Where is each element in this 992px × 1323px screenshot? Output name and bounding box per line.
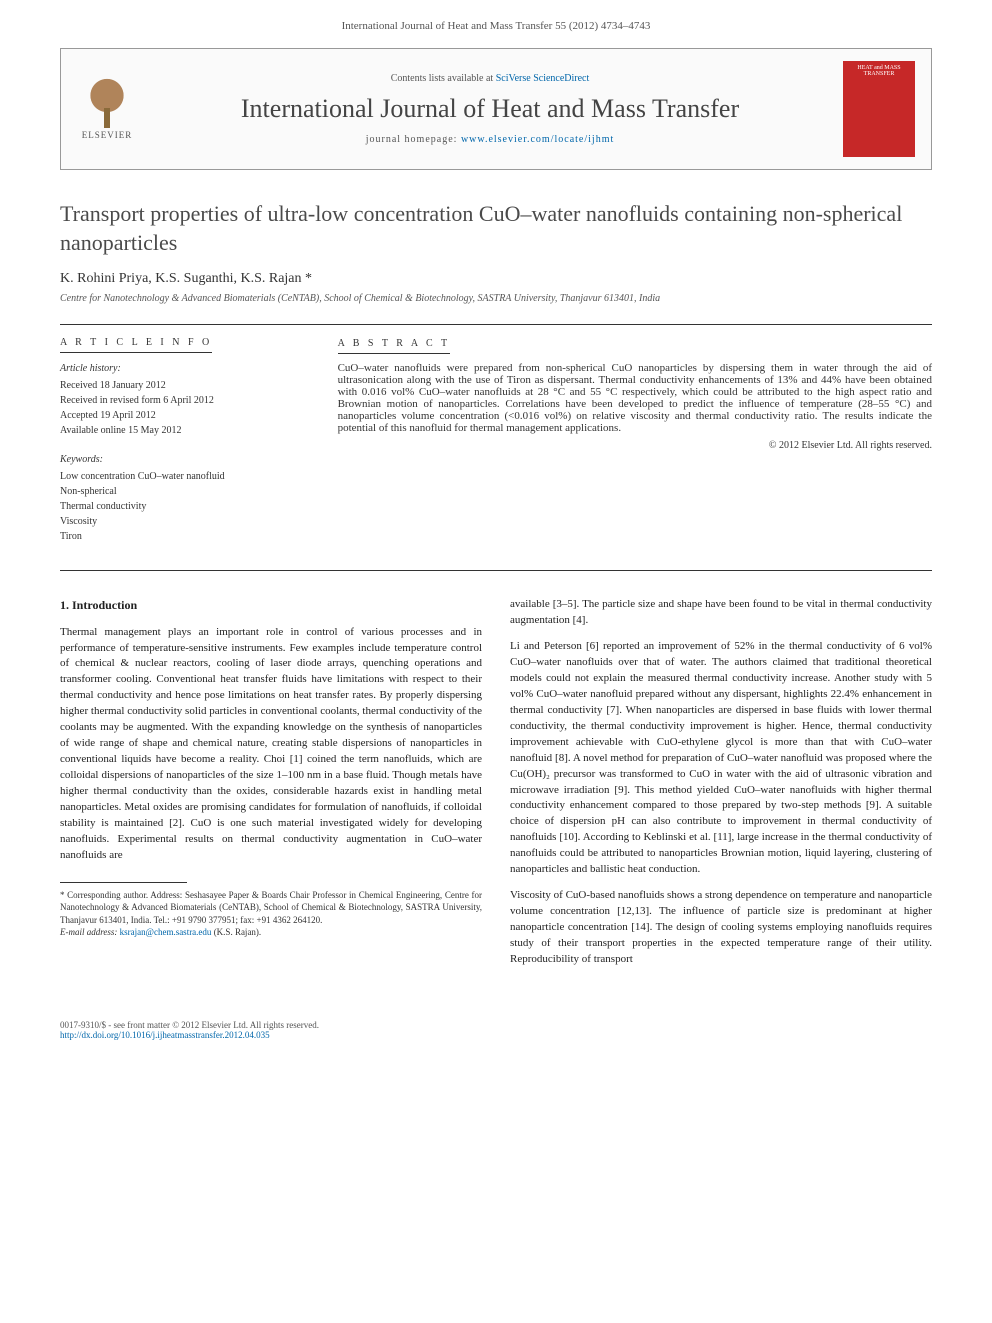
history-line: Accepted 19 April 2012 — [60, 408, 306, 423]
left-column: 1. Introduction Thermal management plays… — [60, 597, 482, 978]
footer-left: 0017-9310/$ - see front matter © 2012 El… — [60, 1020, 319, 1040]
authors: K. Rohini Priya, K.S. Suganthi, K.S. Raj… — [60, 271, 932, 287]
doi-link[interactable]: http://dx.doi.org/10.1016/j.ijheatmasstr… — [60, 1030, 270, 1040]
keyword: Low concentration CuO–water nanofluid — [60, 469, 306, 484]
keywords-block: Keywords: Low concentration CuO–water na… — [60, 452, 306, 544]
body-columns: 1. Introduction Thermal management plays… — [60, 597, 932, 978]
footnote-separator — [60, 882, 187, 883]
journal-name: International Journal of Heat and Mass T… — [137, 94, 843, 124]
email-link[interactable]: ksrajan@chem.sastra.edu — [120, 927, 212, 937]
body-paragraph: Li and Peterson [6] reported an improvem… — [510, 639, 932, 878]
article: Transport properties of ultra-low concen… — [0, 190, 992, 1008]
body-paragraph: Thermal management plays an important ro… — [60, 625, 482, 864]
history-heading: Article history: — [60, 361, 306, 376]
contents-prefix: Contents lists available at — [391, 73, 496, 84]
homepage-prefix: journal homepage: — [366, 134, 461, 145]
running-header: International Journal of Heat and Mass T… — [0, 0, 992, 40]
abstract-column: A B S T R A C T CuO–water nanofluids wer… — [322, 325, 932, 570]
homepage-link[interactable]: www.elsevier.com/locate/ijhmt — [461, 134, 614, 145]
corresponding-author-footnote: * Corresponding author. Address: Seshasa… — [60, 889, 482, 927]
article-info-label: A R T I C L E I N F O — [60, 337, 212, 353]
article-title: Transport properties of ultra-low concen… — [60, 200, 932, 257]
publisher-name: ELSEVIER — [82, 130, 133, 140]
article-history: Article history: Received 18 January 201… — [60, 361, 306, 438]
journal-cover-thumb: HEAT and MASS TRANSFER — [843, 61, 915, 157]
masthead: ELSEVIER Contents lists available at Sci… — [60, 48, 932, 170]
publisher-logo: ELSEVIER — [77, 74, 137, 144]
history-line: Received in revised form 6 April 2012 — [60, 393, 306, 408]
keywords-heading: Keywords: — [60, 452, 306, 467]
email-footnote: E-mail address: ksrajan@chem.sastra.edu … — [60, 926, 482, 939]
contents-available-line: Contents lists available at SciVerse Sci… — [137, 73, 843, 84]
issn-line: 0017-9310/$ - see front matter © 2012 El… — [60, 1020, 319, 1030]
page-footer: 0017-9310/$ - see front matter © 2012 El… — [0, 1008, 992, 1058]
abstract-text: CuO–water nanofluids were prepared from … — [338, 362, 932, 434]
sciencedirect-link[interactable]: SciVerse ScienceDirect — [496, 73, 590, 84]
history-line: Available online 15 May 2012 — [60, 423, 306, 438]
elsevier-tree-icon — [82, 78, 132, 128]
keyword: Viscosity — [60, 514, 306, 529]
history-line: Received 18 January 2012 — [60, 378, 306, 393]
email-label: E-mail address: — [60, 927, 120, 937]
cover-text: HEAT and MASS TRANSFER — [847, 65, 911, 77]
keyword: Thermal conductivity — [60, 499, 306, 514]
keyword: Tiron — [60, 529, 306, 544]
masthead-center: Contents lists available at SciVerse Sci… — [137, 73, 843, 145]
article-info-column: A R T I C L E I N F O Article history: R… — [60, 325, 322, 570]
keyword: Non-spherical — [60, 484, 306, 499]
journal-homepage: journal homepage: www.elsevier.com/locat… — [137, 134, 843, 145]
abstract-label: A B S T R A C T — [338, 338, 451, 354]
abstract-copyright: © 2012 Elsevier Ltd. All rights reserved… — [338, 440, 932, 451]
info-abstract-row: A R T I C L E I N F O Article history: R… — [60, 324, 932, 571]
email-suffix: (K.S. Rajan). — [211, 927, 261, 937]
section-heading: 1. Introduction — [60, 597, 482, 614]
body-paragraph: Viscosity of CuO-based nanofluids shows … — [510, 888, 932, 968]
affiliation: Centre for Nanotechnology & Advanced Bio… — [60, 293, 932, 304]
body-paragraph: available [3–5]. The particle size and s… — [510, 597, 932, 629]
right-column: available [3–5]. The particle size and s… — [510, 597, 932, 978]
